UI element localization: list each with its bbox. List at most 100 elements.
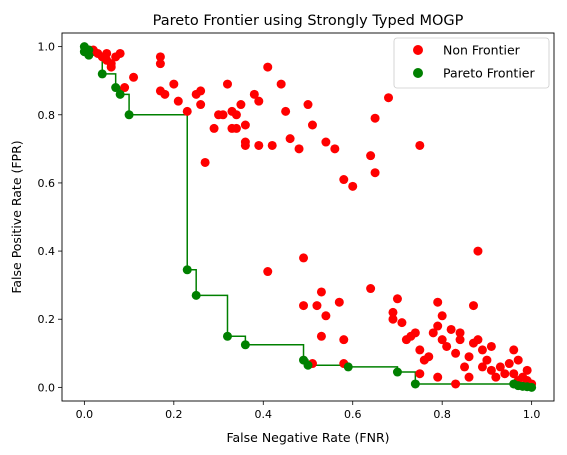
pareto-frontier-point	[411, 379, 420, 388]
x-tick-label: 0.6	[344, 408, 362, 421]
pareto-frontier-point	[116, 90, 125, 99]
non-frontier-point	[299, 301, 308, 310]
non-frontier-point	[465, 352, 474, 361]
non-frontier-point	[254, 97, 263, 106]
y-tick-label: 0.0	[38, 381, 56, 394]
x-axis-label: False Negative Rate (FNR)	[226, 430, 389, 445]
series-non-frontier	[84, 46, 536, 389]
non-frontier-point	[438, 311, 447, 320]
non-frontier-point	[469, 301, 478, 310]
pareto-frontier-point	[98, 69, 107, 78]
y-tick-label: 0.2	[38, 313, 56, 326]
non-frontier-point	[321, 138, 330, 147]
frontier-step-line	[84, 47, 531, 388]
pareto-frontier-point	[344, 362, 353, 371]
non-frontier-point	[339, 175, 348, 184]
x-tick-label: 0.8	[433, 408, 451, 421]
non-frontier-point	[456, 328, 465, 337]
non-frontier-point	[478, 345, 487, 354]
y-tick-label: 0.8	[38, 109, 56, 122]
pareto-frontier-point	[393, 368, 402, 377]
non-frontier-point	[424, 352, 433, 361]
non-frontier-point	[433, 298, 442, 307]
legend-marker-non-frontier	[413, 45, 423, 55]
x-axis: 0.0 0.2 0.4 0.6 0.8 1.0	[76, 401, 541, 421]
non-frontier-point	[371, 114, 380, 123]
non-frontier-point	[411, 328, 420, 337]
non-frontier-point	[366, 284, 375, 293]
non-frontier-point	[317, 332, 326, 341]
pareto-frontier-point	[223, 332, 232, 341]
y-tick-label: 0.6	[38, 177, 56, 190]
non-frontier-point	[116, 49, 125, 58]
non-frontier-point	[312, 301, 321, 310]
y-axis-label: False Positive Rate (FPR)	[9, 140, 24, 293]
non-frontier-point	[210, 124, 219, 133]
non-frontier-point	[196, 86, 205, 95]
series-layer	[80, 42, 536, 392]
non-frontier-point	[223, 80, 232, 89]
non-frontier-point	[505, 359, 514, 368]
non-frontier-point	[348, 182, 357, 191]
non-frontier-point	[196, 100, 205, 109]
non-frontier-point	[321, 311, 330, 320]
pareto-frontier-point	[84, 46, 93, 55]
non-frontier-point	[156, 59, 165, 68]
non-frontier-point	[460, 362, 469, 371]
non-frontier-point	[281, 107, 290, 116]
legend-marker-pareto-frontier	[413, 68, 423, 78]
chart-title: Pareto Frontier using Strongly Typed MOG…	[153, 13, 464, 29]
legend-label-non-frontier: Non Frontier	[443, 43, 521, 58]
legend: Non Frontier Pareto Frontier	[394, 38, 549, 88]
pareto-frontier-point	[304, 361, 313, 370]
non-frontier-point	[219, 110, 228, 119]
non-frontier-point	[129, 73, 138, 82]
legend-label-pareto-frontier: Pareto Frontier	[443, 66, 535, 81]
non-frontier-point	[183, 107, 192, 116]
non-frontier-point	[339, 335, 348, 344]
non-frontier-point	[487, 342, 496, 351]
non-frontier-point	[447, 325, 456, 334]
non-frontier-point	[366, 151, 375, 160]
non-frontier-point	[393, 294, 402, 303]
pareto-frontier-point	[183, 265, 192, 274]
non-frontier-point	[308, 121, 317, 130]
x-tick-label: 0.4	[255, 408, 273, 421]
x-tick-label: 0.0	[76, 408, 94, 421]
non-frontier-point	[473, 335, 482, 344]
non-frontier-point	[201, 158, 210, 167]
non-frontier-point	[295, 144, 304, 153]
x-tick-label: 0.2	[165, 408, 183, 421]
non-frontier-point	[107, 63, 116, 72]
non-frontier-point	[277, 80, 286, 89]
non-frontier-point	[415, 141, 424, 150]
non-frontier-point	[304, 100, 313, 109]
non-frontier-point	[232, 110, 241, 119]
non-frontier-point	[433, 322, 442, 331]
non-frontier-point	[330, 144, 339, 153]
x-tick-label: 1.0	[523, 408, 541, 421]
non-frontier-point	[509, 345, 518, 354]
non-frontier-point	[523, 366, 532, 375]
non-frontier-point	[465, 373, 474, 382]
y-tick-label: 0.4	[38, 245, 56, 258]
non-frontier-point	[473, 247, 482, 256]
y-axis: 0.0 0.2 0.4 0.6 0.8 1.0	[38, 41, 63, 395]
non-frontier-point	[371, 168, 380, 177]
non-frontier-point	[388, 315, 397, 324]
pareto-frontier-point	[192, 291, 201, 300]
non-frontier-point	[263, 63, 272, 72]
pareto-frontier-point	[527, 383, 536, 392]
non-frontier-point	[160, 90, 169, 99]
non-frontier-point	[232, 124, 241, 133]
non-frontier-point	[174, 97, 183, 106]
non-frontier-point	[241, 121, 250, 130]
non-frontier-point	[169, 80, 178, 89]
non-frontier-point	[500, 369, 509, 378]
frontier-line	[84, 47, 531, 388]
non-frontier-point	[286, 134, 295, 143]
non-frontier-point	[415, 369, 424, 378]
non-frontier-point	[317, 287, 326, 296]
non-frontier-point	[514, 356, 523, 365]
non-frontier-point	[236, 100, 245, 109]
